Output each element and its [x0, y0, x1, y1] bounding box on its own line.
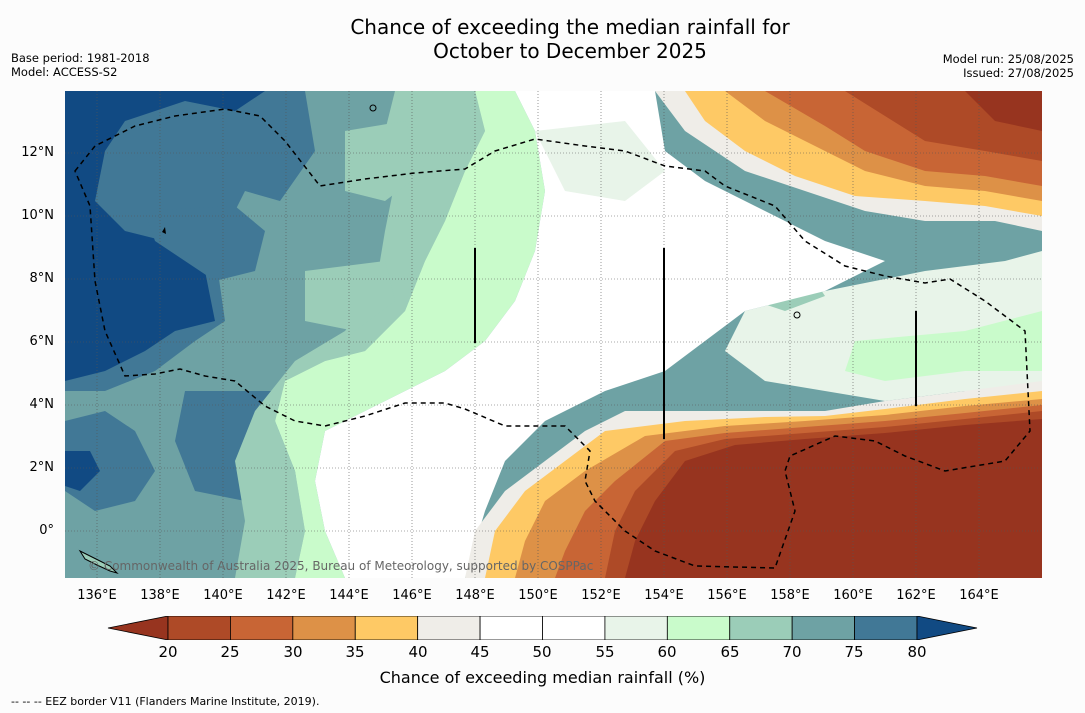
colorbar-tick-55: 55 — [595, 643, 615, 661]
colorbar-tick-45: 45 — [470, 643, 490, 661]
base-period: Base period: 1981-2018 — [11, 51, 150, 65]
colorbar-tick-30: 30 — [283, 643, 303, 661]
colorbar-segment-35 — [354, 616, 419, 640]
issued-date: Issued: 27/08/2025 — [963, 66, 1074, 80]
island-east — [793, 311, 801, 319]
colorbar-tick-80: 80 — [907, 643, 927, 661]
title-line-1: Chance of exceeding the median rainfall … — [350, 15, 790, 39]
lat-label-12n: 12°N — [21, 145, 54, 160]
colorbar-extend-low — [107, 616, 169, 640]
region-55-60-north — [535, 121, 665, 201]
run-info: Model run: 25/08/2025 Issued: 27/08/2025 — [943, 52, 1074, 80]
region-below-20-northeast — [965, 91, 1042, 131]
region-75-southwest — [65, 411, 155, 511]
map-panel[interactable] — [65, 91, 1042, 578]
region-60-65-band — [275, 91, 545, 578]
colorbar-label: Chance of exceeding median rainfall (%) — [379, 668, 706, 687]
lon-label-152e: 152°E — [581, 588, 621, 603]
eez-border — [74, 108, 1031, 569]
lon-label-138e: 138°E — [140, 588, 180, 603]
lon-label-160e: 160°E — [833, 588, 873, 603]
colorbar-segments — [107, 616, 978, 640]
region-75-center — [145, 206, 265, 281]
colorbar — [107, 616, 978, 640]
colorbar-tick-40: 40 — [408, 643, 428, 661]
lon-label-144e: 144°E — [329, 588, 369, 603]
colorbar-segment-60 — [666, 616, 731, 640]
colorbar-segment-30 — [292, 616, 356, 640]
colorbar-segment-25 — [230, 616, 294, 640]
colorbar-segment-55 — [604, 616, 668, 640]
colorbar-segment-65 — [729, 616, 793, 640]
region-65-70-band — [235, 91, 485, 578]
colorbar-tick-25: 25 — [220, 643, 240, 661]
colorbar-tick-60: 60 — [657, 643, 677, 661]
lon-label-156e: 156°E — [707, 588, 747, 603]
colorbar-segment-45 — [479, 616, 543, 640]
copyright-notice: © Commonwealth of Australia 2025, Bureau… — [88, 559, 594, 573]
lat-label-2n: 2°N — [29, 460, 55, 475]
lon-label-142e: 142°E — [266, 588, 306, 603]
region-65-70-mid — [305, 261, 395, 331]
model-info: Base period: 1981-2018 Model: ACCESS-S2 — [11, 51, 150, 79]
lon-label-136e: 136°E — [77, 588, 117, 603]
title-line-2: October to December 2025 — [433, 39, 707, 63]
region-80-west — [65, 91, 265, 381]
colorbar-tick-20: 20 — [158, 643, 178, 661]
region-below-20-southeast — [625, 419, 1042, 578]
lon-label-148e: 148°E — [455, 588, 495, 603]
colorbar-tick-35: 35 — [345, 643, 365, 661]
colorbar-segment-20 — [167, 616, 231, 640]
lon-label-154e: 154°E — [644, 588, 684, 603]
lon-label-146e: 146°E — [392, 588, 432, 603]
region-60-65-east — [845, 311, 1042, 381]
colorbar-tick-65: 65 — [720, 643, 740, 661]
colorbar-extend-high — [916, 616, 978, 640]
lon-label-162e: 162°E — [896, 588, 936, 603]
island-north — [369, 104, 377, 112]
map-title: Chance of exceeding the median rainfall … — [0, 15, 1085, 63]
colorbar-segment-40 — [417, 616, 481, 640]
colorbar-tick-75: 75 — [844, 643, 864, 661]
lon-label-140e: 140°E — [203, 588, 243, 603]
lat-label-0: 0° — [39, 523, 54, 538]
region-65-70-north — [345, 121, 425, 201]
lon-label-150e: 150°E — [518, 588, 558, 603]
island-yap — [162, 227, 166, 234]
colorbar-tick-50: 50 — [532, 643, 552, 661]
lat-label-6n: 6°N — [29, 334, 55, 349]
lat-label-8n: 8°N — [29, 271, 55, 286]
lat-label-4n: 4°N — [29, 397, 55, 412]
rainfall-map[interactable] — [65, 91, 1042, 578]
lat-label-10n: 10°N — [21, 208, 54, 223]
colorbar-segment-70 — [791, 616, 855, 640]
colorbar-tick-70: 70 — [782, 643, 802, 661]
colorbar-segment-75 — [854, 616, 918, 640]
region-80-southwest — [65, 451, 100, 491]
region-45-55-center — [315, 91, 885, 578]
colorbar-segment-50 — [542, 616, 606, 640]
eez-footnote: -- -- -- EEZ border V11 (Flanders Marine… — [11, 695, 320, 708]
model-run: Model run: 25/08/2025 — [942, 52, 1074, 66]
model-name: Model: ACCESS-S2 — [11, 65, 118, 79]
island-palau — [78, 549, 119, 575]
lon-label-164e: 164°E — [959, 588, 999, 603]
lon-label-158e: 158°E — [770, 588, 810, 603]
